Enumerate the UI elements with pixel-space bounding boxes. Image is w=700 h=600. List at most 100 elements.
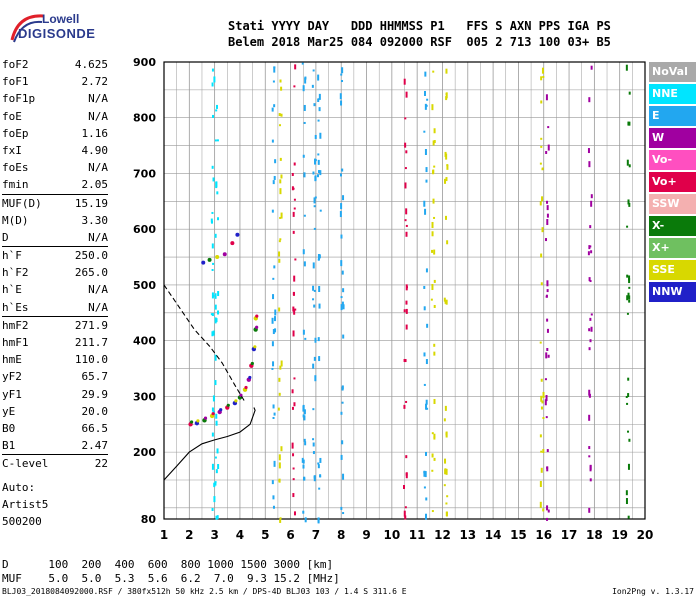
noise-point bbox=[588, 455, 591, 458]
noise-point bbox=[405, 300, 408, 305]
profile-line-dashed bbox=[163, 284, 246, 403]
noise-point bbox=[424, 71, 427, 77]
o-trace-point bbox=[244, 385, 248, 390]
noise-point bbox=[341, 67, 344, 74]
echo-trace-point bbox=[222, 252, 227, 257]
noise-point bbox=[273, 104, 276, 108]
param-row: yE 20.0 bbox=[2, 403, 108, 420]
noise-point bbox=[405, 208, 408, 215]
o-trace-point bbox=[248, 375, 252, 380]
noise-point bbox=[317, 462, 320, 465]
noise-point bbox=[590, 200, 593, 207]
noise-point bbox=[423, 383, 426, 386]
x-tick-label: 11 bbox=[409, 528, 426, 542]
noise-point bbox=[293, 377, 296, 380]
noise-point bbox=[317, 74, 320, 81]
noise-point bbox=[272, 294, 275, 300]
noise-point bbox=[278, 462, 281, 469]
noise-point bbox=[444, 151, 447, 157]
x-tick-label: 4 bbox=[236, 528, 244, 542]
noise-point bbox=[273, 460, 276, 467]
noise-point bbox=[590, 250, 593, 254]
param-row: foE N/A bbox=[2, 108, 108, 125]
x-tick-label: 16 bbox=[535, 528, 552, 542]
legend-item-noval: NoVal bbox=[649, 62, 696, 82]
noise-point bbox=[279, 216, 282, 219]
param-name: h`F bbox=[2, 249, 22, 263]
noise-point bbox=[342, 288, 345, 293]
noise-point bbox=[443, 297, 446, 302]
noise-point bbox=[302, 85, 305, 92]
noise-point bbox=[313, 289, 316, 292]
param-value: 3.30 bbox=[81, 213, 109, 227]
noise-point bbox=[446, 164, 449, 167]
param-group-virtual-heights: h`F 250.0 h`F2 265.0 h`E N/A h`Es N/A bbox=[2, 246, 108, 316]
noise-point bbox=[423, 470, 426, 477]
noise-point bbox=[311, 84, 314, 88]
noise-point bbox=[627, 430, 630, 433]
param-group-muf: MUF(D) 15.19 M(D) 3.30 D N/A bbox=[2, 193, 109, 247]
noise-point bbox=[423, 306, 426, 311]
legend-item-vo-: Vo+ bbox=[649, 172, 696, 192]
noise-point bbox=[271, 209, 274, 213]
noise-point bbox=[445, 432, 448, 436]
noise-point bbox=[214, 481, 217, 484]
noise-point bbox=[404, 219, 407, 222]
noise-point bbox=[292, 493, 295, 498]
auto-version: 500200 bbox=[2, 515, 42, 528]
noise-point bbox=[540, 253, 543, 258]
noise-point bbox=[405, 231, 408, 237]
noise-point bbox=[546, 289, 549, 293]
noise-point bbox=[626, 274, 629, 278]
noise-point bbox=[431, 249, 434, 253]
noise-point bbox=[313, 103, 316, 107]
noise-point bbox=[405, 455, 408, 459]
noise-point bbox=[293, 275, 296, 282]
noise-point bbox=[341, 270, 344, 275]
x-tick-label: 15 bbox=[510, 528, 527, 542]
noise-point bbox=[545, 352, 548, 359]
x-tick-label: 19 bbox=[611, 528, 628, 542]
noise-point bbox=[588, 414, 591, 421]
noise-point bbox=[340, 304, 343, 311]
noise-point bbox=[319, 457, 322, 463]
noise-point bbox=[279, 179, 282, 184]
noise-point bbox=[302, 510, 305, 514]
param-row: B1 2.47 bbox=[2, 437, 108, 454]
noise-point bbox=[280, 86, 283, 91]
noise-point bbox=[589, 478, 592, 482]
noise-point bbox=[588, 161, 591, 168]
noise-point bbox=[313, 475, 316, 482]
noise-point bbox=[293, 207, 296, 210]
noise-point bbox=[319, 474, 322, 478]
noise-point bbox=[302, 329, 305, 335]
x-tick-label: 14 bbox=[485, 528, 502, 542]
noise-point bbox=[342, 473, 345, 480]
noise-point bbox=[211, 331, 214, 337]
noise-point bbox=[545, 238, 548, 242]
o-trace-point bbox=[239, 393, 243, 397]
noise-point bbox=[293, 511, 296, 516]
noise-point bbox=[425, 497, 428, 501]
noise-point bbox=[211, 243, 214, 249]
noise-point bbox=[546, 347, 549, 351]
noise-point bbox=[271, 480, 274, 485]
noise-point bbox=[274, 328, 277, 333]
noise-point bbox=[405, 308, 408, 314]
noise-point bbox=[424, 451, 427, 456]
noise-point bbox=[303, 121, 306, 124]
param-value: N/A bbox=[88, 161, 108, 175]
legend-item-vo-: Vo- bbox=[649, 150, 696, 170]
noise-point bbox=[340, 203, 343, 210]
param-value: 15.19 bbox=[74, 196, 108, 210]
param-row: C-level 22 bbox=[2, 455, 108, 472]
noise-point bbox=[587, 148, 590, 154]
param-value: 271.9 bbox=[74, 318, 108, 332]
noise-point bbox=[274, 309, 277, 316]
param-value: N/A bbox=[88, 283, 108, 297]
noise-point bbox=[628, 164, 631, 168]
noise-point bbox=[625, 498, 628, 505]
param-name: foE bbox=[2, 109, 22, 123]
x-tick-label: 10 bbox=[383, 528, 400, 542]
param-name: MUF(D) bbox=[2, 196, 42, 210]
